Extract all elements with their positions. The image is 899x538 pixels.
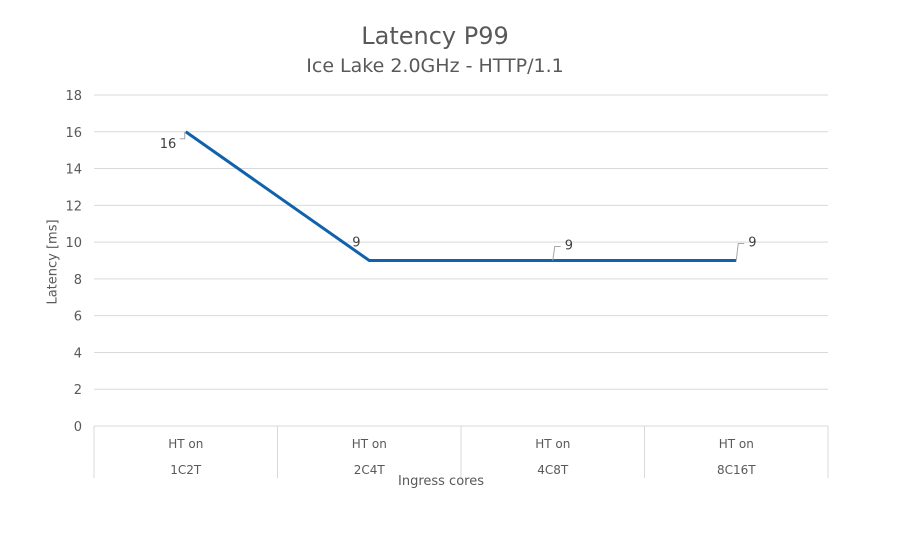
leader-line: [735, 243, 745, 261]
y-tick-label: 0: [74, 420, 82, 435]
y-tick-label: 8: [74, 273, 82, 288]
series-line: [184, 130, 737, 262]
chart-subtitle: Ice Lake 2.0GHz - HTTP/1.1: [306, 55, 564, 77]
category-label: 8C16T: [717, 463, 756, 477]
x-axis-label: Ingress cores: [398, 474, 484, 489]
y-tick-label: 14: [65, 163, 82, 178]
y-tick-label: 16: [65, 126, 82, 141]
category-label: 1C2T: [170, 463, 202, 477]
data-label: 9: [352, 236, 360, 251]
chart-title: Latency P99: [361, 22, 509, 50]
y-tick-label: 10: [65, 236, 82, 251]
y-tick-label: 4: [74, 346, 82, 361]
data-label: 16: [160, 137, 177, 152]
category-group-label: HT on: [535, 437, 570, 451]
leader-line: [179, 131, 186, 140]
data-label: 9: [748, 236, 756, 251]
y-tick-label: 18: [65, 89, 82, 104]
leader-line: [552, 246, 561, 261]
y-tick-label: 12: [65, 199, 82, 214]
y-tick-label: 6: [74, 310, 82, 325]
category-group-label: HT on: [168, 437, 203, 451]
category-label: 4C8T: [537, 463, 569, 477]
category-group-label: HT on: [719, 437, 754, 451]
y-tick-label: 2: [74, 383, 82, 398]
category-label: 2C4T: [354, 463, 386, 477]
data-label: 9: [565, 239, 573, 254]
category-group-label: HT on: [352, 437, 387, 451]
